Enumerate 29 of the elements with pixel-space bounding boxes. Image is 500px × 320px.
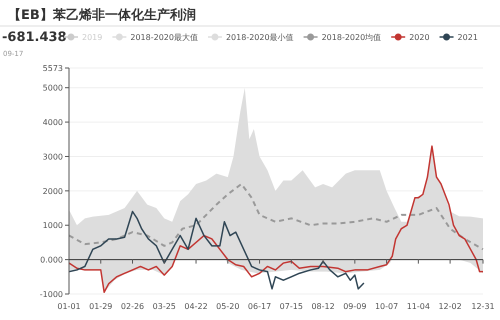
x-tick-label: 01-29 bbox=[89, 302, 112, 311]
x-tick-label: 12-02 bbox=[438, 302, 462, 311]
legend-label: 2018-2020最小值 bbox=[226, 33, 294, 42]
x-tick-label: 02-26 bbox=[120, 302, 144, 311]
x-tick-label: 03-25 bbox=[152, 302, 176, 311]
y-tick-label: 5000 bbox=[42, 84, 63, 93]
legend-label: 2018-2020最大值 bbox=[130, 33, 198, 42]
legend-label: 2021 bbox=[458, 33, 478, 42]
y-tick-label: 0.000 bbox=[40, 256, 63, 265]
legend-label: 2020 bbox=[409, 33, 430, 42]
x-tick-label: 07-15 bbox=[280, 302, 303, 311]
y-tick-label: 4000 bbox=[42, 118, 63, 128]
y-tick-label: -1000 bbox=[40, 290, 63, 299]
x-tick-label: 10-07 bbox=[374, 302, 398, 311]
x-tick-label: 09-09 bbox=[343, 302, 366, 311]
text: -681.438 bbox=[2, 30, 67, 45]
y-tick-label: 5573 bbox=[42, 64, 63, 73]
x-tick-label: 05-20 bbox=[216, 302, 240, 311]
x-tick-label: 06-17 bbox=[248, 302, 272, 311]
y-tick-label: 3000 bbox=[42, 152, 63, 162]
legend-label: 2018-2020均值 bbox=[322, 33, 382, 42]
y-tick-label: 2000 bbox=[42, 186, 63, 196]
x-tick-label: 12-31 bbox=[471, 302, 495, 311]
x-tick-label: 04-22 bbox=[184, 302, 208, 311]
x-tick-label: 01-01 bbox=[57, 302, 81, 311]
x-tick-label: 08-12 bbox=[311, 302, 335, 311]
title: 【EB】苯乙烯非一体化生产利润 bbox=[8, 8, 196, 23]
x-tick-label: 11-04 bbox=[406, 302, 430, 311]
y-tick-label: 1000 bbox=[42, 221, 63, 230]
